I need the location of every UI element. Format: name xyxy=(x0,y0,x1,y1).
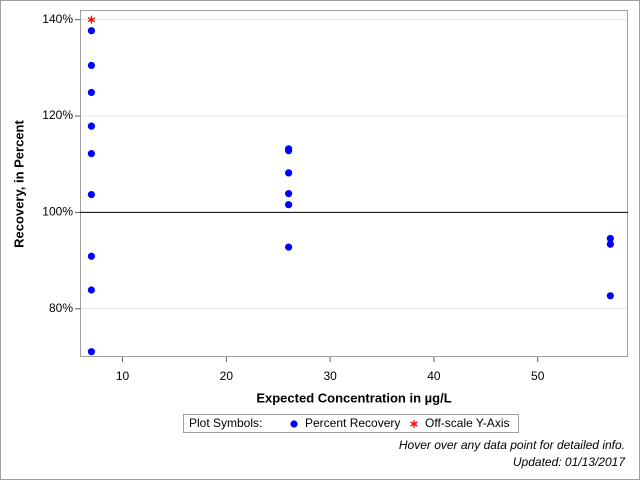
legend-symbol xyxy=(410,420,418,428)
note: Hover over any data point for detailed i… xyxy=(399,438,625,452)
plot-frame xyxy=(80,10,628,357)
data-point[interactable] xyxy=(87,286,96,294)
data-point[interactable] xyxy=(87,61,96,70)
y-tick-label: 80% xyxy=(49,301,73,315)
legend-box xyxy=(183,414,519,433)
y-tick-label: 140% xyxy=(42,12,73,26)
data-point[interactable] xyxy=(285,169,293,177)
data-point[interactable] xyxy=(606,240,614,248)
data-point[interactable] xyxy=(606,292,614,300)
x-tick-label: 50 xyxy=(531,369,545,383)
x-axis-title: Expected Concentration in µg/L xyxy=(256,390,451,405)
legend-label: Percent Recovery xyxy=(305,416,400,430)
data-point[interactable] xyxy=(87,15,96,24)
legend-title: Plot Symbols: xyxy=(189,416,262,430)
note: Updated: 01/13/2017 xyxy=(513,455,626,469)
y-tick-label: 120% xyxy=(42,108,73,122)
x-tick-label: 30 xyxy=(323,369,337,383)
data-point[interactable] xyxy=(87,88,96,97)
x-tick-label: 40 xyxy=(427,369,441,383)
data-point[interactable] xyxy=(285,147,293,155)
legend-label: Off-scale Y-Axis xyxy=(425,416,509,430)
y-tick-label: 100% xyxy=(42,205,73,219)
data-point[interactable] xyxy=(285,201,293,209)
x-tick-label: 10 xyxy=(116,369,130,383)
data-point[interactable] xyxy=(87,252,96,260)
x-tick-label: 20 xyxy=(220,369,234,383)
data-point[interactable] xyxy=(87,150,96,158)
data-point[interactable] xyxy=(285,190,293,198)
data-point[interactable] xyxy=(606,234,614,243)
y-axis-title: Recovery, in Percent xyxy=(11,120,26,248)
legend-symbol xyxy=(290,420,298,428)
data-point[interactable] xyxy=(87,348,96,356)
data-point[interactable] xyxy=(285,243,293,251)
data-point[interactable] xyxy=(87,190,96,199)
data-point[interactable] xyxy=(87,27,96,35)
data-point[interactable] xyxy=(87,122,96,130)
